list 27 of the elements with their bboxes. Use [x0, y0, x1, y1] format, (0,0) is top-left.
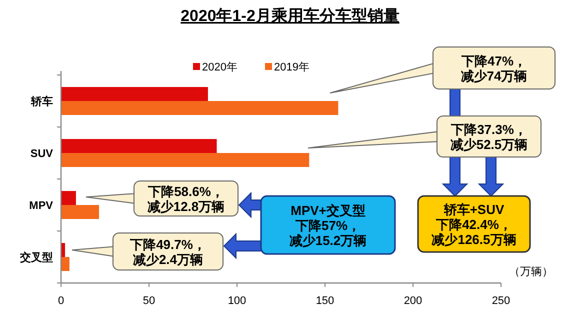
annotation: 轿车+SUV下降42.4%，减少126.5万辆 [432, 202, 516, 247]
bar [61, 87, 208, 101]
x-tick-label: 250 [492, 295, 510, 307]
annotation: 下降47%，减少74万辆 [460, 54, 528, 84]
x-tick-label: 100 [228, 295, 246, 307]
x-tick-label: 0 [58, 295, 64, 307]
bar [61, 191, 76, 205]
annotation: 下降58.6%，减少12.8万辆 [147, 184, 225, 214]
legend-label: 2020年 [202, 62, 238, 74]
y-tick-label: 轿车 [30, 95, 53, 108]
annotation: MPV+交叉型下降57%，减少15.2万辆 [289, 203, 367, 248]
bar [61, 153, 310, 167]
x-tick-label: 150 [316, 295, 334, 307]
y-tick-label: 交叉型 [19, 251, 53, 264]
bar [61, 139, 217, 153]
annotation: 下降49.7%，减少2.4万辆 [129, 237, 206, 267]
bar [61, 101, 338, 115]
y-tick-label: MPV [29, 200, 54, 212]
annotation: 下降37.3%，减少52.5万辆 [450, 122, 528, 152]
bar [61, 257, 70, 271]
chart-title: 2020年1-2月乘用车分车型销量 [180, 7, 400, 25]
bar [61, 205, 100, 219]
legend-label: 2019年 [274, 62, 310, 74]
x-tick-label: 50 [142, 295, 156, 307]
x-tick-label: 200 [404, 295, 422, 307]
x-axis-title: （万辆） [509, 266, 553, 278]
y-tick-label: SUV [30, 148, 54, 160]
